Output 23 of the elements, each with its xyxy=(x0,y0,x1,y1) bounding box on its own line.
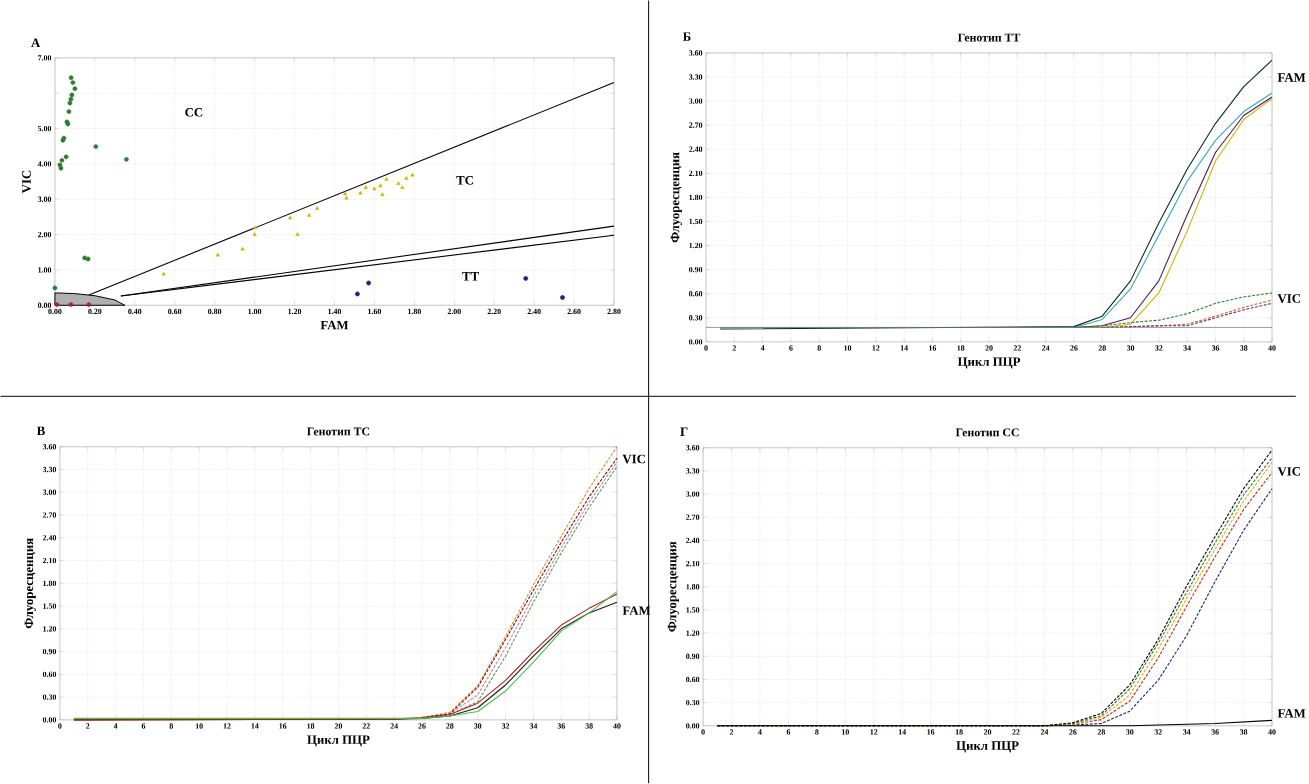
text: Б xyxy=(682,32,691,41)
x-axis-title: Цикл ПЦР xyxy=(956,741,1019,753)
text: VIC xyxy=(1277,467,1301,476)
text: А xyxy=(31,38,41,48)
text: Г xyxy=(680,427,688,437)
y-axis-title: VIC xyxy=(22,170,31,194)
y-axis-title: Флуоресценция xyxy=(24,538,36,629)
x-axis-title: FAM xyxy=(320,321,349,330)
annotation: TC xyxy=(456,176,473,185)
x-axis-title: Цикл ПЦР xyxy=(307,735,370,747)
text: VIC xyxy=(622,454,645,464)
y-axis-title: Флуоресценция xyxy=(667,541,680,632)
chart-title: Генотип ТС xyxy=(307,427,370,436)
chart-title: Генотип СС xyxy=(955,428,1019,437)
chart-title: Генотип ТТ xyxy=(957,33,1021,42)
annotation: TT xyxy=(462,272,479,281)
annotation: CC xyxy=(185,108,203,117)
y-axis-title: Флуоресценция xyxy=(670,152,682,243)
x-axis-title: Цикл ПЦР xyxy=(957,357,1021,369)
text: FAM xyxy=(1277,73,1306,82)
text: VIC xyxy=(1277,294,1301,304)
text: В xyxy=(36,426,45,436)
text: FAM xyxy=(1277,709,1306,718)
